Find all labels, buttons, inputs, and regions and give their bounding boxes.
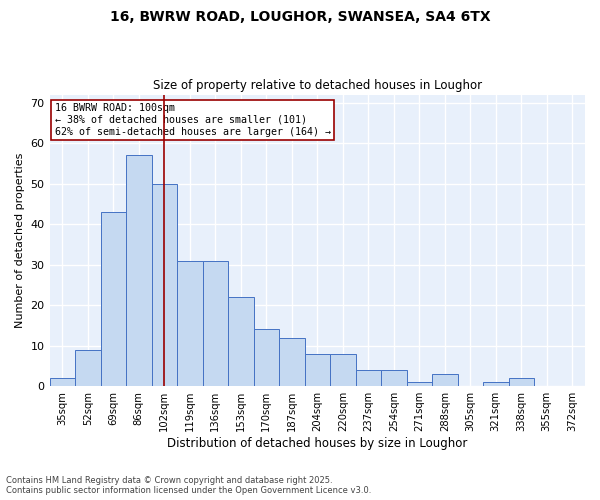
Bar [152, 184, 177, 386]
Bar [381, 370, 407, 386]
Bar [305, 354, 330, 386]
Bar [254, 330, 279, 386]
Bar [126, 156, 152, 386]
Bar [50, 378, 75, 386]
Bar [75, 350, 101, 386]
X-axis label: Distribution of detached houses by size in Loughor: Distribution of detached houses by size … [167, 437, 467, 450]
Bar [101, 212, 126, 386]
Bar [203, 260, 228, 386]
Bar [432, 374, 458, 386]
Bar [279, 338, 305, 386]
Bar [407, 382, 432, 386]
Bar [509, 378, 534, 386]
Bar [177, 260, 203, 386]
Y-axis label: Number of detached properties: Number of detached properties [15, 152, 25, 328]
Text: 16, BWRW ROAD, LOUGHOR, SWANSEA, SA4 6TX: 16, BWRW ROAD, LOUGHOR, SWANSEA, SA4 6TX [110, 10, 490, 24]
Text: 16 BWRW ROAD: 100sqm
← 38% of detached houses are smaller (101)
62% of semi-deta: 16 BWRW ROAD: 100sqm ← 38% of detached h… [55, 104, 331, 136]
Bar [330, 354, 356, 386]
Text: Contains HM Land Registry data © Crown copyright and database right 2025.
Contai: Contains HM Land Registry data © Crown c… [6, 476, 371, 495]
Bar [356, 370, 381, 386]
Bar [228, 297, 254, 386]
Bar [483, 382, 509, 386]
Title: Size of property relative to detached houses in Loughor: Size of property relative to detached ho… [153, 79, 482, 92]
